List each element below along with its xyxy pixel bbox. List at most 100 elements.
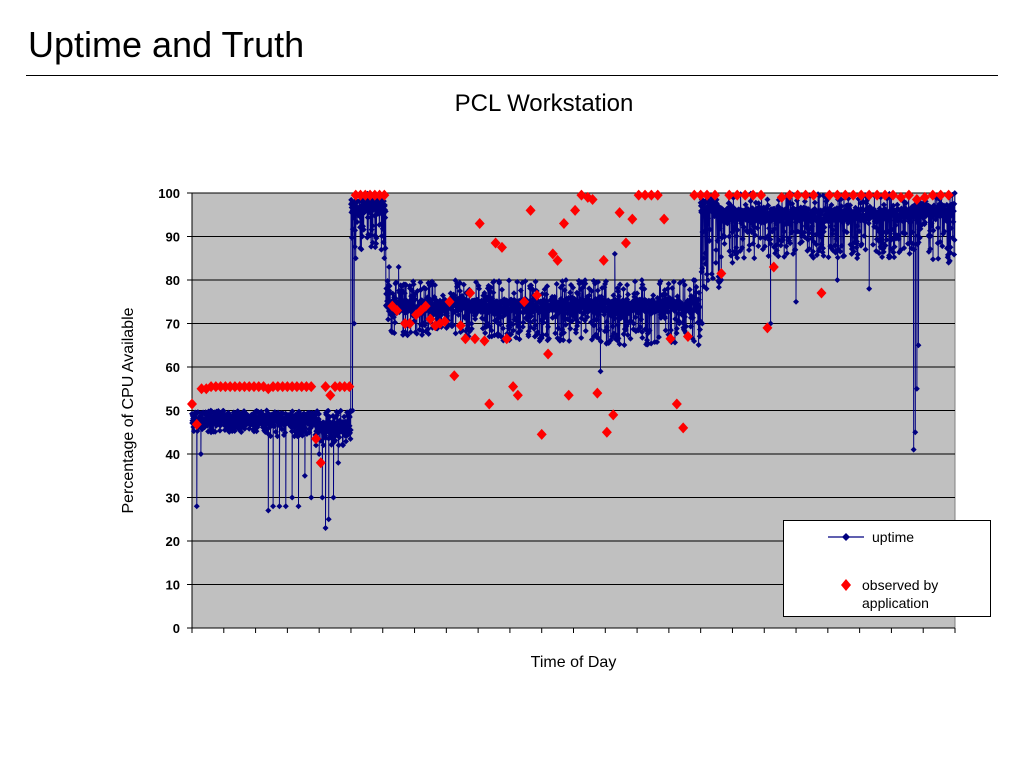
uptime-point [351, 320, 358, 327]
uptime-point [789, 200, 796, 207]
uptime-point [238, 428, 245, 435]
uptime-point [891, 243, 898, 250]
uptime-point [306, 429, 313, 436]
observed-point [490, 237, 501, 249]
uptime-point [935, 255, 942, 262]
y-tick-label: 0 [173, 621, 180, 636]
y-tick-label: 70 [166, 317, 180, 332]
uptime-point [545, 323, 552, 330]
observed-point [469, 333, 480, 345]
uptime-point [806, 245, 813, 252]
observed-point [888, 189, 899, 201]
uptime-point [409, 287, 416, 294]
uptime-point [519, 323, 526, 330]
uptime-point [833, 222, 840, 229]
uptime-point [359, 233, 366, 240]
uptime-point [695, 341, 702, 348]
observed-point [379, 189, 390, 201]
uptime-point [927, 232, 934, 239]
uptime-point [614, 321, 621, 328]
uptime-point [892, 222, 899, 229]
uptime-point [669, 285, 676, 292]
uptime-point [604, 327, 611, 334]
observed-point [392, 304, 403, 316]
uptime-point [597, 338, 604, 345]
uptime-point [212, 428, 219, 435]
uptime-point [616, 341, 623, 348]
observed-point [552, 254, 563, 266]
uptime-point [349, 407, 356, 414]
observed-point [864, 189, 875, 201]
uptime-point [950, 218, 957, 225]
observed-point [732, 189, 743, 201]
uptime-point [887, 254, 894, 261]
legend-uptime-swatch [828, 533, 864, 541]
uptime-point [687, 323, 694, 330]
uptime-point [716, 225, 723, 232]
uptime-point [729, 259, 736, 266]
uptime-point [586, 292, 593, 299]
uptime-point [450, 322, 457, 329]
uptime-point [522, 278, 529, 285]
observed-point [315, 457, 326, 469]
uptime-point [755, 200, 762, 207]
uptime-point [948, 212, 955, 219]
uptime-point [572, 329, 579, 336]
observed-point [702, 189, 713, 201]
uptime-point [854, 223, 861, 230]
observed-point [320, 381, 331, 393]
uptime-point [699, 320, 706, 327]
uptime-point [632, 314, 639, 321]
uptime-point [411, 295, 418, 302]
observed-point [508, 381, 519, 393]
uptime-point [634, 290, 641, 297]
uptime-point [930, 227, 937, 234]
uptime-point [934, 224, 941, 231]
observed-point [776, 191, 787, 203]
uptime-point [754, 224, 761, 231]
uptime-point [702, 229, 709, 236]
uptime-point [810, 254, 817, 261]
uptime-point [482, 330, 489, 337]
uptime-point [410, 281, 417, 288]
uptime-point [866, 285, 873, 292]
uptime-point [346, 414, 353, 421]
uptime-point [289, 408, 296, 415]
uptime-point [506, 277, 513, 284]
uptime-point [308, 494, 315, 501]
uptime-point [385, 316, 392, 323]
uptime-point [456, 288, 463, 295]
y-tick-label: 50 [166, 404, 180, 419]
uptime-point [764, 196, 771, 203]
uptime-point [337, 407, 344, 414]
uptime-point [712, 259, 719, 266]
observed-point [501, 333, 512, 345]
uptime-point [514, 278, 521, 285]
uptime-point [741, 254, 748, 261]
uptime-point [752, 232, 759, 239]
uptime-point [594, 287, 601, 294]
observed-point [919, 191, 930, 203]
observed-point [935, 189, 946, 201]
uptime-point [696, 333, 703, 340]
uptime-point [702, 260, 709, 267]
observed-point [525, 204, 536, 216]
observed-point [762, 322, 773, 334]
uptime-point [696, 303, 703, 310]
uptime-point [641, 285, 648, 292]
uptime-point [681, 313, 688, 320]
uptime-point [615, 335, 622, 342]
uptime-point [829, 226, 836, 233]
uptime-point [620, 286, 627, 293]
uptime-point [662, 315, 669, 322]
uptime-point [700, 255, 707, 262]
y-tick-label: 100 [158, 186, 180, 201]
uptime-point [635, 310, 642, 317]
uptime-point [850, 248, 857, 255]
uptime-point [667, 327, 674, 334]
y-axis-label: Percentage of CPU Available [120, 307, 137, 513]
uptime-point [891, 254, 898, 261]
uptime-point [706, 226, 713, 233]
uptime-point [951, 190, 958, 197]
observed-point [465, 287, 476, 299]
